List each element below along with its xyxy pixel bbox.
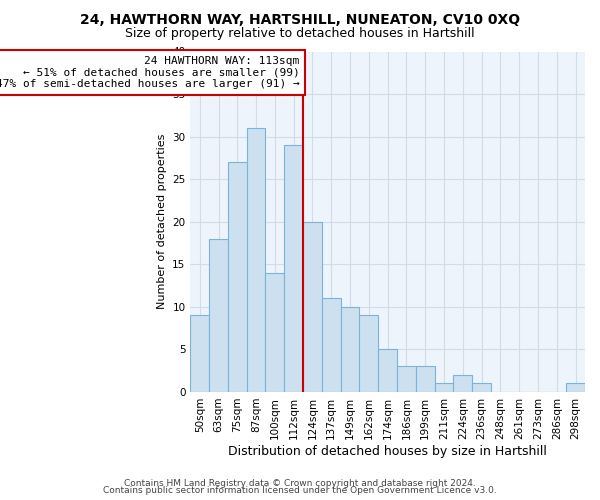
Bar <box>472 384 491 392</box>
Bar <box>397 366 416 392</box>
Bar <box>209 239 228 392</box>
Text: Contains public sector information licensed under the Open Government Licence v3: Contains public sector information licen… <box>103 486 497 495</box>
Text: 24, HAWTHORN WAY, HARTSHILL, NUNEATON, CV10 0XQ: 24, HAWTHORN WAY, HARTSHILL, NUNEATON, C… <box>80 12 520 26</box>
Bar <box>566 384 585 392</box>
X-axis label: Distribution of detached houses by size in Hartshill: Distribution of detached houses by size … <box>228 444 547 458</box>
Bar <box>284 145 303 392</box>
Bar <box>454 375 472 392</box>
Text: Size of property relative to detached houses in Hartshill: Size of property relative to detached ho… <box>125 28 475 40</box>
Text: Contains HM Land Registry data © Crown copyright and database right 2024.: Contains HM Land Registry data © Crown c… <box>124 478 476 488</box>
Bar <box>378 350 397 392</box>
Y-axis label: Number of detached properties: Number of detached properties <box>157 134 167 310</box>
Bar <box>434 384 454 392</box>
Bar <box>247 128 265 392</box>
Text: 24 HAWTHORN WAY: 113sqm
← 51% of detached houses are smaller (99)
47% of semi-de: 24 HAWTHORN WAY: 113sqm ← 51% of detache… <box>0 56 299 89</box>
Bar <box>303 222 322 392</box>
Bar <box>228 162 247 392</box>
Bar <box>265 273 284 392</box>
Bar <box>341 307 359 392</box>
Bar <box>359 316 378 392</box>
Bar <box>416 366 434 392</box>
Bar <box>322 298 341 392</box>
Bar <box>190 316 209 392</box>
